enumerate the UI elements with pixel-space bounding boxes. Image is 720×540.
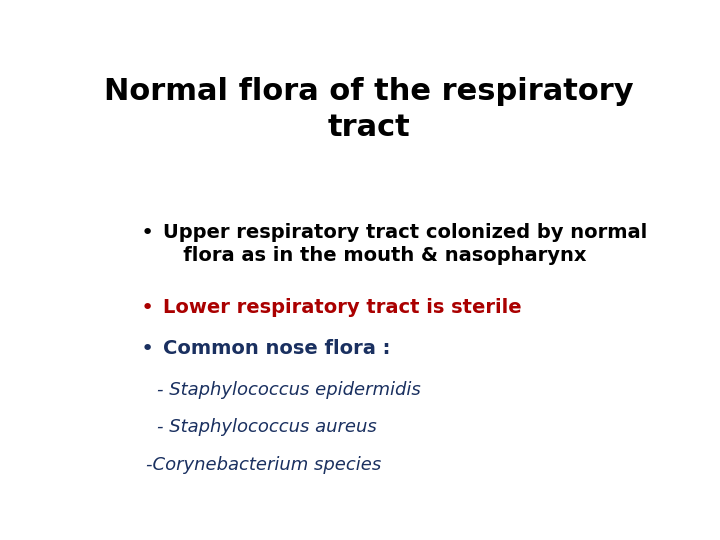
- Text: Lower respiratory tract is sterile: Lower respiratory tract is sterile: [163, 298, 521, 316]
- Text: •: •: [140, 298, 153, 318]
- Text: - Staphylococcus aureus: - Staphylococcus aureus: [157, 418, 377, 436]
- Text: •: •: [140, 223, 153, 243]
- Text: Upper respiratory tract colonized by normal
   flora as in the mouth & nasophary: Upper respiratory tract colonized by nor…: [163, 223, 647, 265]
- Text: -Corynebacterium species: -Corynebacterium species: [145, 456, 381, 474]
- Text: Normal flora of the respiratory
tract: Normal flora of the respiratory tract: [104, 77, 634, 142]
- Text: - Staphylococcus epidermidis: - Staphylococcus epidermidis: [157, 381, 420, 399]
- Text: Common nose flora :: Common nose flora :: [163, 339, 390, 358]
- Text: •: •: [140, 339, 153, 359]
